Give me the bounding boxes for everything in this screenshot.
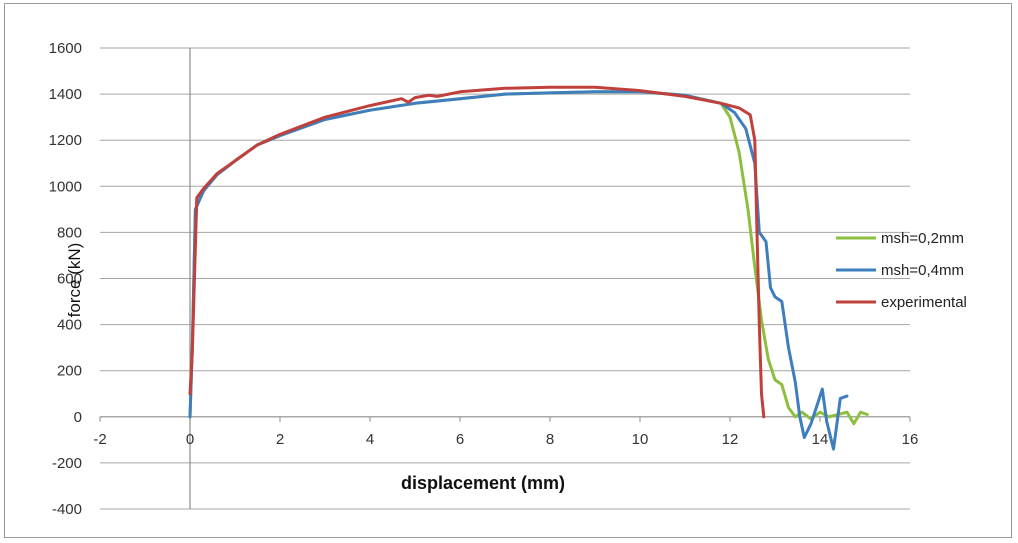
legend-label-1: msh=0,2mm: [881, 230, 964, 247]
x-tick-label: 4: [366, 431, 374, 448]
y-tick-label: 1600: [49, 40, 82, 57]
legend: msh=0,2mm msh=0,4mm experimental: [836, 230, 967, 311]
x-tick-label: 16: [902, 431, 919, 448]
series-line-2: [188, 90, 849, 451]
y-tick-label: 1200: [49, 132, 82, 149]
x-tick-label: 0: [186, 431, 194, 448]
series-line-1: [188, 90, 869, 426]
x-tick-label: 10: [632, 431, 649, 448]
x-axis-label: displacement (mm): [401, 473, 565, 493]
y-tick-label: 1400: [49, 86, 82, 103]
legend-label-2: msh=0,4mm: [881, 262, 964, 279]
x-tick-label: -2: [93, 431, 106, 448]
y-tick-label: 800: [57, 224, 82, 241]
y-tick-label: 600: [57, 271, 82, 288]
gridlines: [100, 47, 910, 510]
series-lines: [188, 85, 869, 451]
x-tick-label: 6: [456, 431, 464, 448]
tick-labels: -400 -200 0 200 400 600 800 1000 1200 1400 1600 -2 0…: [49, 40, 919, 518]
legend-label-3: experimental: [881, 294, 967, 311]
y-tick-label: 1000: [49, 178, 82, 195]
x-tick-label: 12: [722, 431, 739, 448]
y-axis-label: force (kN): [65, 243, 84, 318]
y-tick-label: 0: [74, 409, 82, 426]
x-tick-label: 8: [546, 431, 554, 448]
x-tick-label: 2: [276, 431, 284, 448]
y-tick-label: -200: [52, 455, 82, 472]
y-tick-label: 200: [57, 363, 82, 380]
series-line-3: [188, 85, 766, 419]
x-tick-label: 14: [812, 431, 829, 448]
y-tick-label: 400: [57, 317, 82, 334]
y-tick-label: -400: [52, 501, 82, 518]
